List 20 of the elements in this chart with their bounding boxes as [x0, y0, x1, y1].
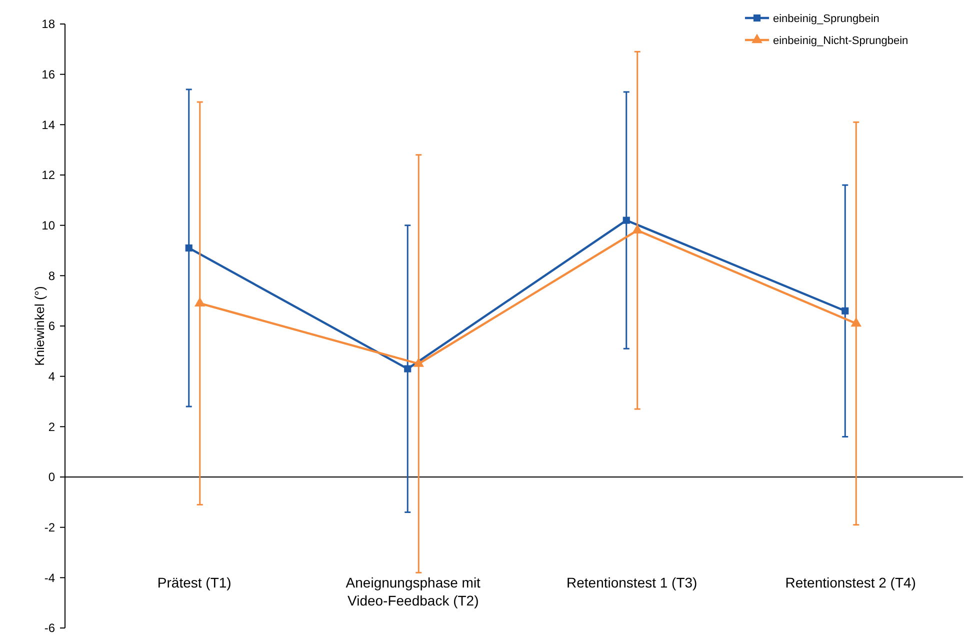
- y-tick-label: -4: [44, 570, 56, 585]
- x-tick-label: Prätest (T1): [157, 574, 232, 591]
- y-tick-label: 6: [48, 319, 56, 334]
- y-tick-label: -2: [44, 520, 56, 535]
- x-tick-label: Retentionstest 1 (T3): [566, 574, 698, 591]
- y-axis-title: Kniewinkel (°): [32, 286, 47, 366]
- y-tick-label: 12: [42, 168, 56, 182]
- x-tick-label: Aneignungsphase mit Video-Feedback (T2): [346, 574, 481, 609]
- y-tick-label: 2: [48, 420, 56, 434]
- y-tick-label: 0: [48, 470, 56, 484]
- y-tick-label: -6: [44, 621, 56, 635]
- y-tick-label: 4: [48, 370, 56, 384]
- x-tick-label: Retentionstest 2 (T4): [785, 574, 916, 591]
- y-tick-label: 18: [42, 17, 56, 32]
- legend-label: einbeinig_Sprungbein: [773, 12, 880, 25]
- y-tick-label: 8: [48, 268, 56, 283]
- y-tick-label: 14: [42, 118, 56, 132]
- y-tick-label: 10: [42, 218, 56, 233]
- y-tick-label: 16: [42, 68, 56, 82]
- legend-label: einbeinig_Nicht-Sprungbein: [773, 34, 908, 47]
